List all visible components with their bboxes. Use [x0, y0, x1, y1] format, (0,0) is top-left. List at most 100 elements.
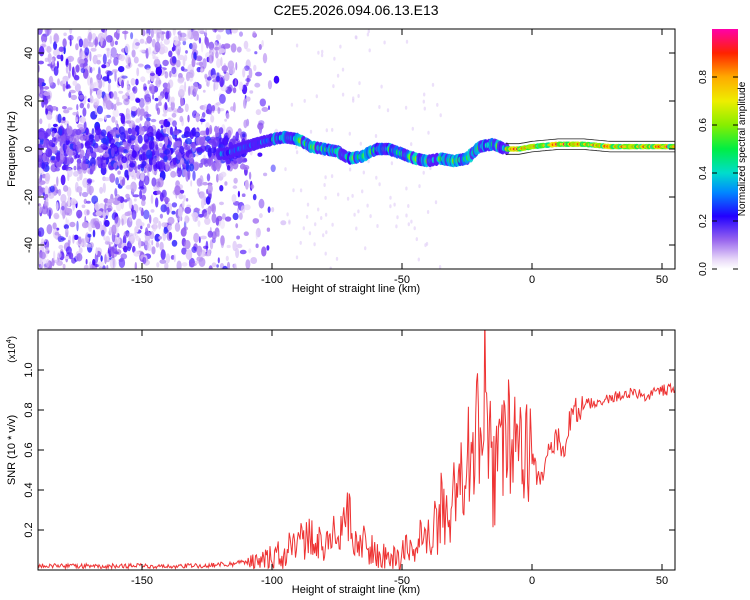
spectrogram-noise-cell — [156, 32, 160, 43]
spectrogram-noise-cell — [205, 108, 210, 115]
spectrogram-noise-cell — [252, 218, 260, 224]
spectrogram-noise-cell — [116, 29, 121, 34]
spectrogram-noise-cell — [195, 55, 203, 62]
spectrogram-noise-cell — [89, 51, 92, 62]
spectrogram-noise-cell — [258, 120, 265, 126]
spectrogram-noise-cell — [179, 32, 187, 38]
spectrogram-noise-cell — [193, 81, 199, 93]
spectrogram-noise-cell — [357, 94, 360, 98]
spectrogram-noise-cell — [75, 129, 82, 136]
spectrogram-noise-cell — [85, 259, 88, 265]
spectrogram-noise-cell — [81, 204, 86, 209]
spectrogram-noise-cell — [325, 230, 328, 235]
spectrogram-noise-cell — [159, 241, 164, 251]
spectrogram-noise-cell — [57, 235, 65, 243]
spectrogram-noise-cell — [237, 128, 242, 136]
spectrogram-noise-cell — [147, 132, 154, 137]
spectrogram-noise-cell — [235, 223, 239, 229]
spectrogram-noise-cell — [306, 202, 310, 207]
spectrogram-noise-cell — [96, 73, 101, 83]
spectrogram-noise-cell — [295, 145, 298, 150]
snr-panel: -150 -100 -50 0 50 0.2 0.4 0.6 0.8 1.0 Height of… — [6, 329, 676, 596]
spectrogram-noise-cell — [81, 221, 89, 229]
spectrogram-noise-cell — [57, 78, 60, 86]
spectrogram-noise-cell — [378, 182, 381, 187]
spectrogram-noise-cell — [147, 80, 151, 85]
spectrogram-noise-cell — [105, 114, 112, 118]
spectrogram-noise-cell — [162, 128, 167, 133]
spectrogram-noise-cell — [158, 152, 165, 158]
spectrogram-noise-cell — [100, 129, 107, 137]
spectrogram-noise-cell — [113, 200, 120, 205]
spectrogram-noise-cell — [200, 235, 207, 240]
spectrogram-noise-cell — [292, 188, 295, 193]
spectrogram-noise-cell — [143, 86, 148, 91]
spectrogram-noise-cell — [207, 183, 213, 194]
spectrogram-noise-cell — [244, 65, 250, 71]
spectrogram-noise-cell — [195, 147, 203, 152]
spectrogram-noise-cell — [167, 92, 170, 103]
spectrogram-noise-cell — [271, 207, 275, 213]
spectrogram-noise-cell — [172, 120, 177, 127]
snr-scale-close: ) — [7, 336, 18, 339]
spectrogram-noise-cell — [132, 42, 135, 51]
spectrogram-noise-cell — [224, 181, 228, 186]
spectrogram-noise-cell — [87, 239, 90, 244]
spectrogram-noise-cell — [92, 67, 96, 71]
spectrogram-noise-cell — [160, 204, 168, 213]
spectrogram-noise-cell — [95, 247, 98, 256]
spectrogram-noise-cell — [427, 130, 430, 135]
spectrogram-noise-cell — [418, 184, 421, 189]
spectrogram-x-tick-label: 0 — [529, 274, 535, 286]
spectrogram-noise-cell — [73, 74, 80, 81]
spectrogram-noise-cell — [53, 212, 60, 220]
spectrogram-noise-cell — [225, 29, 232, 35]
spectrogram-noise-cell — [245, 82, 249, 87]
spectrogram-noise-cell — [323, 183, 326, 187]
spectrogram-noise-cell — [218, 127, 224, 135]
spectrogram-noise-cell — [130, 106, 137, 112]
spectrogram-noise-cell — [167, 216, 175, 225]
spectrogram-noise-cell — [62, 164, 67, 170]
spectrogram-noise-cell — [246, 48, 251, 52]
spectrogram-noise-cell — [108, 243, 111, 250]
spectrogram-noise-cell — [69, 29, 73, 35]
spectrogram-noise-cell — [135, 235, 140, 242]
spectrogram-noise-cell — [270, 164, 276, 173]
spectrogram-noise-cell — [46, 114, 53, 120]
spectrogram-noise-cell — [198, 37, 202, 44]
spectrogram-noise-cell — [216, 162, 221, 172]
spectrogram-noise-cell — [126, 143, 130, 151]
spectrogram-noise-cell — [134, 261, 137, 269]
spectrogram-noise-cell — [139, 222, 145, 227]
spectrogram-noise-cell — [57, 113, 62, 124]
spectrogram-noise-cell — [196, 94, 199, 101]
spectrogram-noise-cell — [171, 56, 177, 64]
spectrogram-noise-cell — [102, 79, 105, 88]
spectrogram-noise-cell — [173, 108, 177, 113]
spectrogram-noise-cell — [63, 185, 69, 192]
spectrogram-noise-cell — [88, 31, 93, 42]
spectrogram-noise-cell — [413, 226, 416, 231]
spectrogram-noise-cell — [179, 115, 184, 123]
spectrogram-noise-cell — [43, 200, 47, 207]
spectrogram-noise-cell — [173, 130, 180, 136]
spectrogram-y-tick-label: -20 — [23, 189, 35, 205]
spectrogram-noise-cell — [58, 244, 64, 250]
spectrogram-noise-cell — [76, 104, 79, 111]
figure-title: C2E5.2026.094.06.13.E13 — [273, 2, 438, 18]
spectrogram-noise-cell — [248, 248, 252, 254]
spectrogram-noise-cell — [50, 155, 56, 161]
spectrogram-noise-cell — [114, 188, 118, 197]
spectrogram-noise-cell — [44, 238, 47, 243]
spectrogram-noise-cell — [122, 141, 127, 146]
spectrogram-noise-cell — [62, 106, 67, 110]
spectrogram-noise-cell — [235, 61, 238, 71]
spectrogram-noise-cell — [96, 105, 103, 115]
spectrogram-noise-cell — [374, 134, 378, 138]
spectrogram-noise-cell — [145, 227, 149, 236]
spectrogram-noise-cell — [74, 154, 81, 159]
spectrogram-noise-cell — [114, 71, 117, 82]
spectrogram-noise-cell — [226, 165, 231, 171]
spectrogram-noise-cell — [141, 199, 146, 206]
